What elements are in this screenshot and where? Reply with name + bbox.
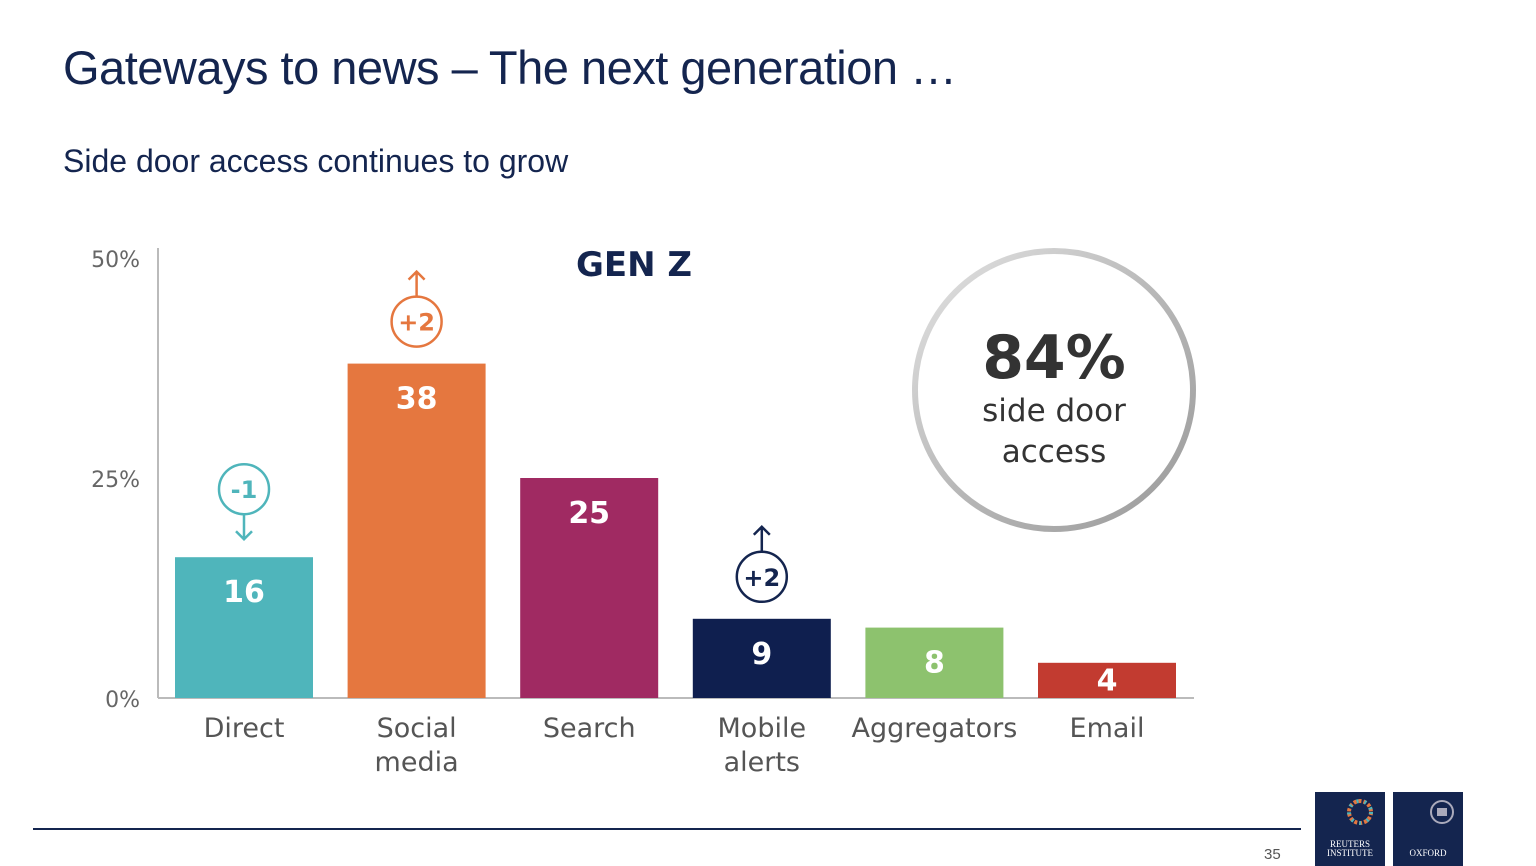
bar-email	[1038, 662, 1176, 698]
arrow-up-icon	[407, 269, 426, 297]
y-tick-label: 50%	[91, 248, 140, 273]
change-label: -1	[231, 476, 258, 504]
university-of-oxford-logo: OXFORD	[1393, 792, 1463, 866]
callout-text: side door	[982, 393, 1126, 429]
bar-search	[520, 478, 659, 698]
bar-value-label: 9	[751, 637, 772, 672]
x-tick-label: Social	[377, 713, 457, 744]
bar-direct	[175, 557, 313, 698]
y-tick-label: 25%	[91, 468, 140, 493]
change-label: +2	[743, 564, 780, 592]
chart-title: GEN Z	[576, 245, 692, 285]
page-number: 35	[1264, 846, 1281, 863]
footer-divider	[33, 828, 1301, 830]
slide-title: Gateways to news – The next generation …	[63, 41, 957, 94]
bar-mobile-alerts	[692, 618, 831, 698]
bar-aggregators	[865, 627, 1004, 698]
slide-subtitle: Side door access continues to grow	[63, 143, 569, 179]
side-door-ring	[912, 248, 1196, 532]
bar-value-label: 16	[223, 575, 265, 610]
callout-text: access	[1002, 434, 1106, 470]
bar-value-label: 25	[568, 496, 610, 531]
x-tick-label: Aggregators	[851, 713, 1017, 744]
reuters-institute-logo: REUTERS INSTITUTE	[1315, 792, 1385, 866]
arrow-down-icon	[235, 514, 253, 541]
bar-value-label: 4	[1097, 663, 1118, 698]
x-tick-label: Mobile	[718, 713, 807, 744]
x-tick-label: alerts	[724, 747, 800, 778]
change-label: +2	[398, 309, 435, 337]
bar-value-label: 8	[924, 646, 945, 681]
bar-value-label: 38	[396, 382, 438, 417]
x-tick-label: media	[375, 747, 459, 778]
arrow-up-icon	[752, 525, 771, 552]
callout-value: 84%	[982, 323, 1126, 393]
x-tick-label: Email	[1070, 713, 1145, 744]
y-tick-label: 0%	[105, 688, 140, 713]
bar-social-media	[347, 363, 486, 698]
x-tick-label: Search	[543, 713, 636, 744]
x-tick-label: Direct	[204, 713, 285, 744]
